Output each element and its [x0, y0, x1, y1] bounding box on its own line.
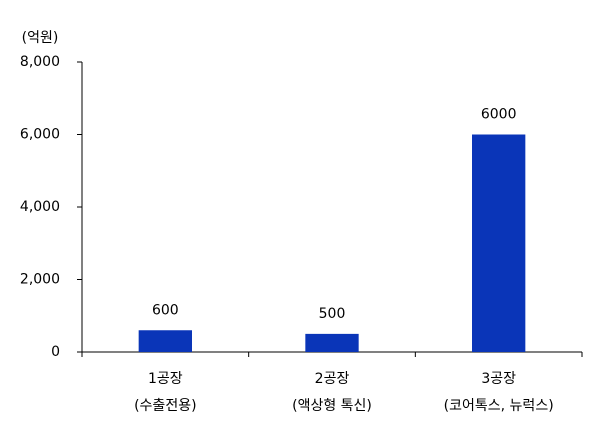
bar — [472, 134, 526, 352]
data-label: 600 — [152, 302, 179, 318]
x-tick-label: (수출전용) — [134, 398, 196, 414]
y-tick-label: 2,000 — [20, 272, 60, 288]
data-label: 500 — [319, 306, 346, 322]
y-tick-label: 0 — [51, 344, 60, 360]
x-tick-label: (액상형 톡신) — [292, 398, 372, 414]
bar — [305, 333, 359, 352]
x-tick-label: 1공장 — [148, 371, 183, 387]
y-axis-label: (억원) — [22, 30, 59, 46]
bar — [138, 330, 192, 352]
x-tick-label: 3공장 — [481, 371, 516, 387]
y-tick-label: 8,000 — [20, 54, 60, 70]
x-tick-label: (코어톡스, 뉴럭스) — [444, 398, 554, 414]
data-label: 6000 — [481, 107, 517, 123]
x-tick-label: 2공장 — [315, 371, 350, 387]
y-tick-label: 6,000 — [20, 127, 60, 143]
y-tick-label: 4,000 — [20, 199, 60, 215]
